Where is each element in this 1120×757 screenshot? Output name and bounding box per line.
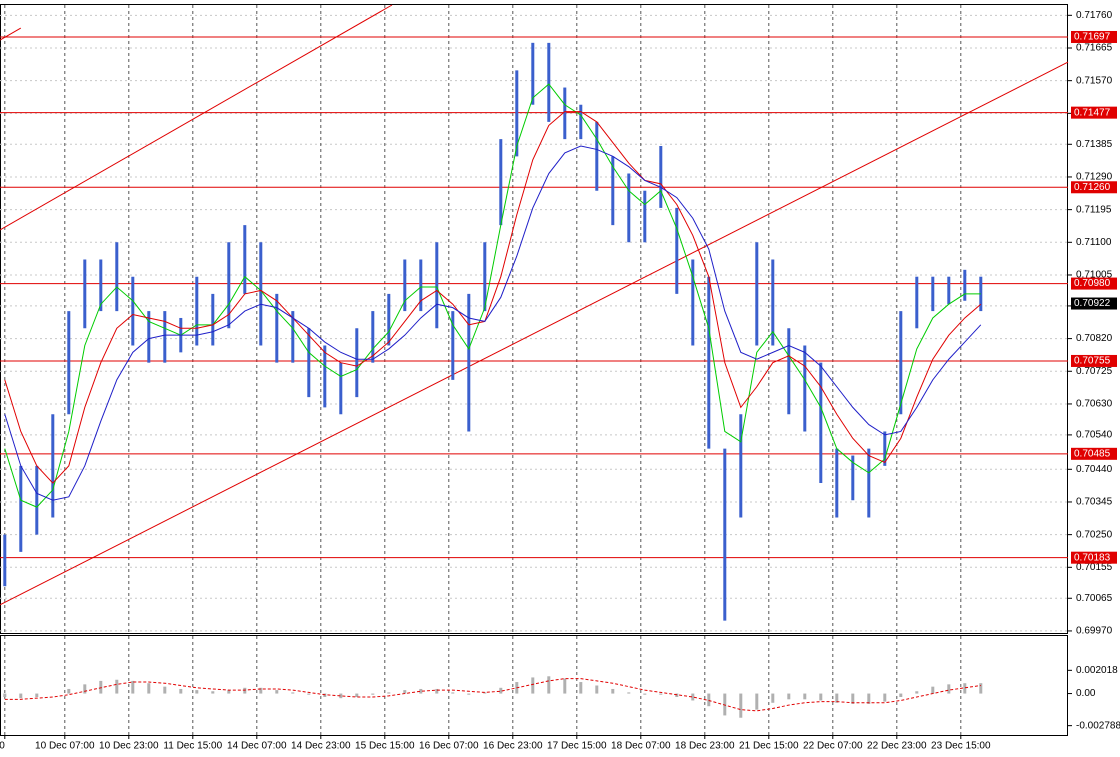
moving-average — [4, 111, 982, 484]
y-tick-label: 0.71100 — [1076, 237, 1112, 248]
level-label: 0.71477 — [1074, 107, 1111, 118]
x-tick-label: 16 Dec 07:00 — [419, 741, 479, 752]
level-tag — [1071, 181, 1117, 194]
level-tag — [1071, 30, 1117, 43]
trend-line — [0, 27, 22, 41]
indicator-tick-label: 0.002018 — [1076, 665, 1118, 676]
y-tick-label: 0.70820 — [1076, 333, 1113, 344]
y-tick-label: 0.71665 — [1076, 43, 1113, 54]
indicator-panel-frame — [0, 635, 1068, 736]
level-tag — [1071, 551, 1117, 564]
y-tick-label: 0.70345 — [1076, 497, 1113, 508]
x-tick-label: 16 Dec 23:00 — [483, 741, 543, 752]
y-tick-label: 0.70630 — [1076, 399, 1113, 410]
x-tick-label: 14 Dec 23:00 — [291, 741, 351, 752]
x-tick-label: 18 Dec 23:00 — [675, 741, 735, 752]
y-tick-label: 0.69970 — [1076, 626, 1113, 637]
y-tick-label: 0.70440 — [1076, 464, 1113, 475]
y-tick-label: 0.70250 — [1076, 529, 1113, 540]
moving-average — [4, 83, 981, 508]
x-tick-label: 18 Dec 07:00 — [611, 741, 671, 752]
level-tag — [1071, 447, 1117, 460]
signal-line — [4, 678, 981, 712]
moving-average — [4, 145, 982, 501]
current-price-label: 0.70922 — [1074, 298, 1111, 309]
level-label: 0.70183 — [1074, 552, 1111, 563]
x-tick-label: 14 Dec 07:00 — [227, 741, 287, 752]
main-panel-frame — [0, 4, 1068, 634]
x-tick-label: 11 Dec 15:00 — [163, 741, 222, 752]
x-tick-label: 22 Dec 23:00 — [867, 741, 927, 752]
level-label: 0.71260 — [1074, 182, 1111, 193]
x-tick-label: 15:00 — [0, 741, 5, 752]
y-tick-label: 0.70540 — [1076, 430, 1113, 441]
x-tick-label: 21 Dec 15:00 — [739, 741, 799, 752]
level-label: 0.70980 — [1074, 278, 1111, 289]
x-tick-label: 22 Dec 07:00 — [803, 741, 863, 752]
y-tick-label: 0.71760 — [1076, 10, 1113, 21]
level-tag — [1071, 106, 1117, 119]
x-tick-label: 10 Dec 23:00 — [99, 741, 159, 752]
trend-line — [0, 61, 1069, 606]
level-label: 0.70755 — [1074, 356, 1111, 367]
indicator-tick-label: 0.00 — [1076, 688, 1096, 699]
y-tick-label: 0.70725 — [1076, 366, 1113, 377]
y-tick-label: 0.71385 — [1076, 139, 1113, 150]
y-tick-label: 0.70065 — [1076, 593, 1113, 604]
current-price-tag — [1071, 297, 1117, 310]
level-label: 0.71697 — [1074, 32, 1111, 43]
x-tick-label: 15 Dec 15:00 — [355, 741, 415, 752]
y-tick-label: 0.71005 — [1076, 270, 1113, 281]
indicator-tick-label: -0.002788 — [1076, 720, 1120, 731]
y-tick-label: 0.71195 — [1076, 204, 1112, 215]
x-tick-label: 17 Dec 15:00 — [547, 741, 607, 752]
trend-line — [0, 4, 393, 231]
y-tick-label: 0.71570 — [1076, 75, 1113, 86]
level-tag — [1071, 277, 1117, 290]
level-tag — [1071, 354, 1117, 367]
level-label: 0.70485 — [1074, 448, 1111, 459]
y-tick-label: 0.70155 — [1076, 562, 1113, 573]
y-tick-label: 0.71290 — [1076, 172, 1113, 183]
x-tick-label: 10 Dec 07:00 — [35, 741, 95, 752]
x-tick-label: 23 Dec 15:00 — [931, 741, 991, 752]
